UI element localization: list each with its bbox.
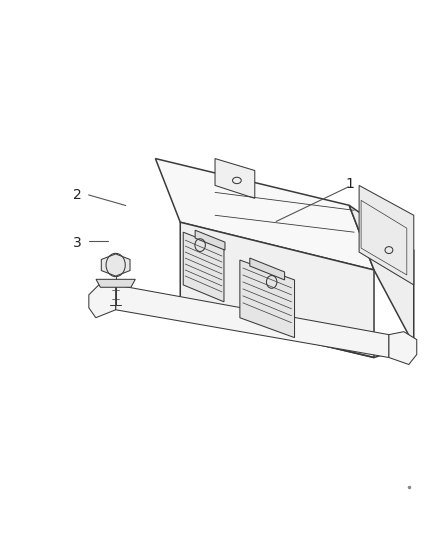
Polygon shape <box>115 285 388 358</box>
Polygon shape <box>215 158 254 198</box>
Polygon shape <box>249 258 284 280</box>
Polygon shape <box>348 205 413 345</box>
Polygon shape <box>183 232 223 302</box>
Polygon shape <box>96 279 135 287</box>
Polygon shape <box>195 230 224 250</box>
Text: 1: 1 <box>345 177 354 191</box>
Polygon shape <box>388 332 416 365</box>
Polygon shape <box>101 254 130 276</box>
Polygon shape <box>180 222 373 358</box>
Text: 2: 2 <box>73 188 82 202</box>
Polygon shape <box>155 158 373 270</box>
Polygon shape <box>358 185 413 285</box>
Polygon shape <box>88 283 115 318</box>
Text: 3: 3 <box>73 236 82 249</box>
Polygon shape <box>239 260 294 337</box>
